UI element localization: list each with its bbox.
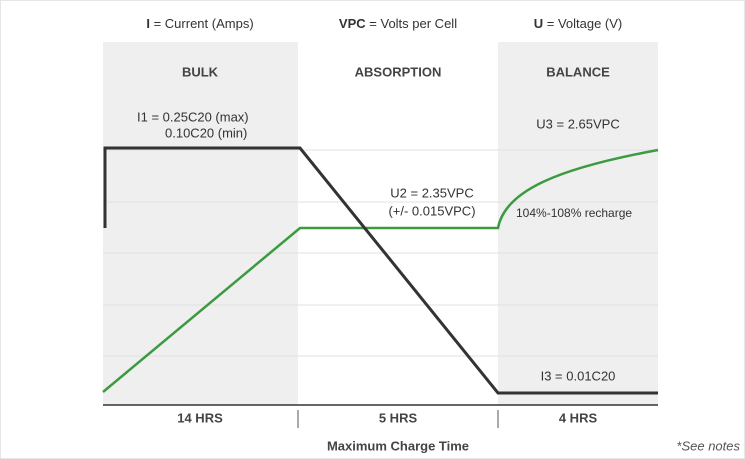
legend-item: U = Voltage (V)	[534, 16, 623, 31]
legend-text: = Voltage (V)	[547, 16, 623, 31]
current-curve	[103, 146, 658, 395]
voltage-curve	[102, 148, 659, 393]
annotation: I3 = 0.01C20	[541, 368, 616, 383]
grid	[103, 149, 658, 357]
phase-name: ABSORPTION	[355, 64, 442, 79]
phase-duration: 4 HRS	[559, 410, 598, 425]
legend-text: = Current (Amps)	[154, 16, 254, 31]
legend-symbol: U	[534, 16, 543, 31]
legend-symbol: I	[146, 16, 150, 31]
legend-item: I = Current (Amps)	[146, 16, 253, 31]
legend-item: VPC = Volts per Cell	[339, 16, 457, 31]
footnote: *See notes	[676, 438, 740, 453]
bulk-region	[103, 42, 298, 405]
legend-text: = Volts per Cell	[369, 16, 457, 31]
phase-duration: 5 HRS	[379, 410, 418, 425]
legend-symbol: VPC	[339, 16, 366, 31]
axis-label: Maximum Charge Time	[327, 438, 469, 453]
annotation: I1 = 0.25C20 (max)	[137, 109, 249, 124]
annotation: 104%-108% recharge	[516, 206, 632, 220]
annotation: (+/- 0.015VPC)	[388, 203, 475, 218]
balance-region	[498, 42, 658, 405]
annotation: U3 = 2.65VPC	[536, 116, 619, 131]
phase-duration: 14 HRS	[177, 410, 223, 425]
phase-name: BALANCE	[546, 64, 610, 79]
annotation: U2 = 2.35VPC	[390, 185, 473, 200]
annotation: 0.10C20 (min)	[165, 125, 247, 140]
phase-name: BULK	[182, 64, 219, 79]
